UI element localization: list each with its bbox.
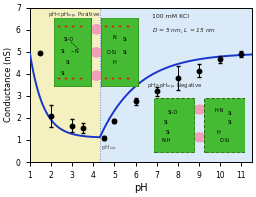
- X-axis label: pH: pH: [134, 183, 148, 193]
- Bar: [30, 8, 100, 162]
- Y-axis label: Conductance (nS): Conductance (nS): [4, 47, 13, 122]
- Bar: [100, 8, 252, 162]
- Text: $D$ = 5 nm, $L$ = 15 nm: $D$ = 5 nm, $L$ = 15 nm: [153, 26, 217, 35]
- Text: pH>pH$_{iep}$, Negative: pH>pH$_{iep}$, Negative: [147, 82, 203, 92]
- Text: pH$_{iep}$: pH$_{iep}$: [101, 143, 118, 154]
- Text: pH<pH$_{iep}$, Positive: pH<pH$_{iep}$, Positive: [48, 11, 100, 21]
- Text: 100 mM KCl: 100 mM KCl: [153, 14, 189, 19]
